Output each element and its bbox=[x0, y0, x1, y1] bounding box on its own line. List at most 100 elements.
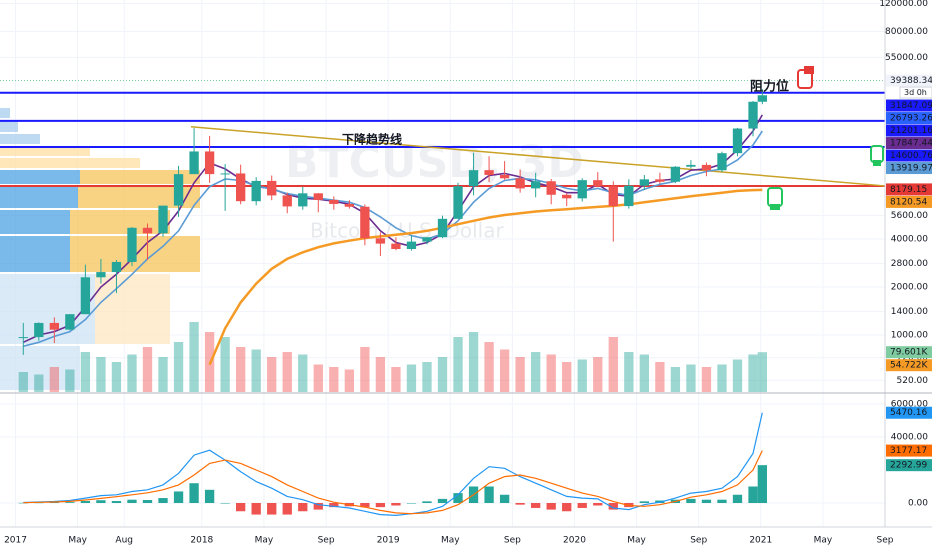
volume-bar bbox=[220, 337, 230, 392]
price-marker bbox=[886, 99, 932, 112]
macd-marker bbox=[886, 406, 932, 419]
macd-histogram bbox=[515, 503, 525, 505]
macd-marker bbox=[886, 459, 932, 472]
hand-icon-green bbox=[767, 187, 783, 210]
macd-histogram bbox=[531, 503, 541, 508]
volume-marker-label: 79.601K bbox=[890, 348, 928, 358]
volume-bar bbox=[639, 354, 649, 392]
price-marker-label: 26793.26 bbox=[890, 114, 932, 124]
macd-histogram bbox=[406, 503, 417, 504]
x-tick-label: Sep bbox=[318, 536, 335, 546]
volume-bar bbox=[298, 354, 308, 392]
x-tick-label: May bbox=[255, 536, 274, 546]
watermark-subtitle: Bitcoin / U.S. Dollar bbox=[310, 219, 504, 243]
y-tick-label: 55000.00 bbox=[885, 53, 928, 63]
y-tick-label: 720.00 bbox=[897, 353, 929, 363]
macd-histogram bbox=[267, 503, 277, 515]
macd-histogram bbox=[127, 499, 137, 504]
candle-body bbox=[49, 322, 59, 330]
volume-bar bbox=[562, 362, 572, 392]
candle-body bbox=[406, 241, 417, 250]
candle-body bbox=[375, 238, 386, 244]
candle-body bbox=[593, 180, 603, 187]
macd-histogram bbox=[173, 491, 184, 504]
volume-bar bbox=[80, 352, 91, 392]
hand-icon-green bbox=[870, 145, 884, 166]
volume-bar bbox=[484, 342, 494, 392]
candle-body bbox=[80, 277, 91, 315]
candle-body bbox=[624, 185, 634, 207]
macd-histogram bbox=[686, 498, 696, 504]
y-tick-label: 520.00 bbox=[897, 376, 929, 386]
countdown: 3d 0h bbox=[904, 88, 927, 97]
candle-body bbox=[499, 174, 510, 179]
axes: 2017 May Aug 2018 May Sep 2019 May Sep 2020 May Sep… bbox=[4, 0, 932, 546]
volume-bar bbox=[236, 347, 246, 392]
volume-bar bbox=[49, 367, 59, 392]
y-tick-label: 4000.00 bbox=[891, 432, 928, 442]
volume-bar bbox=[18, 372, 28, 392]
macd-marker-label: 5470.16 bbox=[890, 408, 927, 418]
candle-body bbox=[267, 180, 277, 196]
volume-bar bbox=[375, 357, 386, 392]
candle-body bbox=[34, 322, 44, 338]
candle-body bbox=[127, 227, 137, 262]
macd-histogram bbox=[593, 503, 603, 506]
volume-bar bbox=[593, 357, 603, 392]
macd-histogram bbox=[546, 503, 556, 510]
price-marker bbox=[886, 137, 932, 150]
volume-bar bbox=[391, 367, 401, 392]
macd-histogram bbox=[701, 499, 712, 504]
volume-bar bbox=[499, 349, 510, 392]
volume-bar bbox=[453, 337, 463, 392]
x-tick-label: Sep bbox=[504, 536, 521, 546]
candle-body bbox=[173, 174, 184, 206]
y-tick-label: 4000.00 bbox=[891, 234, 928, 244]
annotation: 阻力位 bbox=[750, 79, 789, 95]
x-tick-label: 2019 bbox=[377, 536, 400, 546]
volume-bar bbox=[189, 322, 199, 392]
volume-bar bbox=[577, 359, 587, 392]
volume-bar bbox=[624, 352, 634, 392]
macd-histogram bbox=[608, 503, 618, 510]
y-tick-label: 1000.00 bbox=[891, 330, 928, 340]
volume-bar bbox=[717, 364, 727, 392]
volume-bar bbox=[515, 357, 525, 392]
volume-bar bbox=[686, 364, 696, 392]
macd-histogram bbox=[251, 503, 261, 515]
price-marker bbox=[886, 149, 932, 162]
price-marker-label: 8179.15 bbox=[890, 185, 927, 195]
macd-histogram bbox=[757, 465, 767, 504]
candle-body bbox=[236, 173, 246, 202]
macd-histogram bbox=[236, 503, 246, 512]
macd-histogram bbox=[142, 500, 153, 504]
macd-histogram bbox=[65, 502, 75, 504]
annotation: 下降趋势线 bbox=[342, 132, 402, 147]
candle-body bbox=[639, 179, 649, 186]
candle-body bbox=[453, 186, 463, 219]
x-tick-label: May bbox=[441, 536, 460, 546]
macd-marker-label: 3177.17 bbox=[890, 446, 927, 456]
macd-histogram bbox=[437, 498, 448, 504]
candle-body bbox=[298, 193, 308, 207]
volume-bar bbox=[111, 362, 122, 392]
macd-histogram bbox=[204, 489, 215, 504]
volume-bar bbox=[96, 357, 106, 392]
macd-marker-label: 2292.99 bbox=[890, 461, 927, 471]
macd-histogram bbox=[453, 493, 463, 504]
candle-body bbox=[608, 186, 618, 207]
candle-body bbox=[158, 205, 168, 234]
macd-line bbox=[23, 412, 763, 517]
x-tick-label: 2021 bbox=[749, 536, 772, 546]
plot bbox=[0, 80, 886, 517]
y-tick-label: 5600.00 bbox=[891, 211, 928, 221]
volume-bar bbox=[531, 352, 541, 392]
candle-body bbox=[686, 164, 696, 167]
volume-bar bbox=[757, 352, 767, 392]
price-marker-label: 31847.09 bbox=[890, 101, 932, 111]
candle-body bbox=[670, 166, 681, 182]
volume-marker bbox=[886, 346, 932, 359]
signal-line bbox=[23, 450, 763, 515]
macd-histogram bbox=[422, 501, 432, 504]
candle-body bbox=[391, 243, 401, 250]
